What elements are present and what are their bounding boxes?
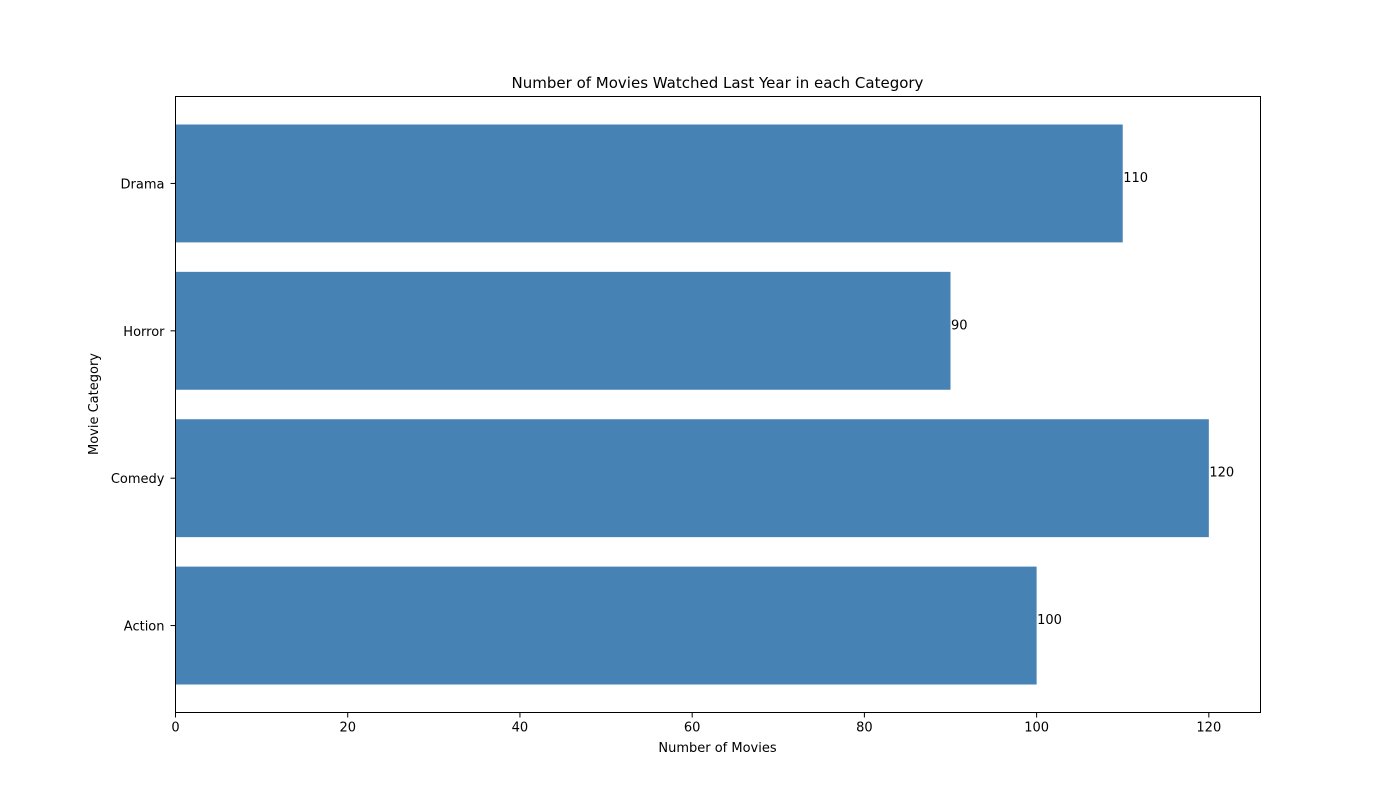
y-tick-label-drama: Drama xyxy=(121,177,165,192)
y-tick-label-action: Action xyxy=(124,620,165,635)
data-label-drama: 110 xyxy=(1123,171,1148,186)
data-label-action: 100 xyxy=(1037,613,1062,628)
data-label-comedy: 120 xyxy=(1209,466,1234,481)
x-tick-label-0: 0 xyxy=(171,721,179,736)
x-axis-ticks-group: 0 20 40 60 80 100 120 xyxy=(171,712,1221,736)
bar-action xyxy=(175,566,1037,685)
y-axis-label: Movie Category xyxy=(87,353,102,455)
x-tick-label-20: 20 xyxy=(339,721,356,736)
plot-area-frame xyxy=(175,96,1261,713)
y-tick-label-comedy: Comedy xyxy=(111,472,165,487)
x-tick-label-80: 80 xyxy=(856,721,873,736)
x-tick-label-100: 100 xyxy=(1024,721,1049,736)
chart-title: Number of Movies Watched Last Year in ea… xyxy=(512,74,924,92)
x-tick-label-40: 40 xyxy=(512,721,529,736)
x-axis-label: Number of Movies xyxy=(658,741,776,756)
data-label-horror: 90 xyxy=(951,318,968,333)
x-tick-label-60: 60 xyxy=(684,721,701,736)
bar-horror xyxy=(175,271,951,390)
data-labels-group: 100 120 90 110 xyxy=(951,171,1234,628)
bar-comedy xyxy=(175,419,1209,538)
bars-group xyxy=(175,124,1209,685)
y-tick-label-horror: Horror xyxy=(123,325,165,340)
x-tick-label-120: 120 xyxy=(1196,721,1221,736)
y-axis-ticks-group: Action Comedy Horror Drama xyxy=(111,177,176,635)
bar-drama xyxy=(175,124,1123,243)
